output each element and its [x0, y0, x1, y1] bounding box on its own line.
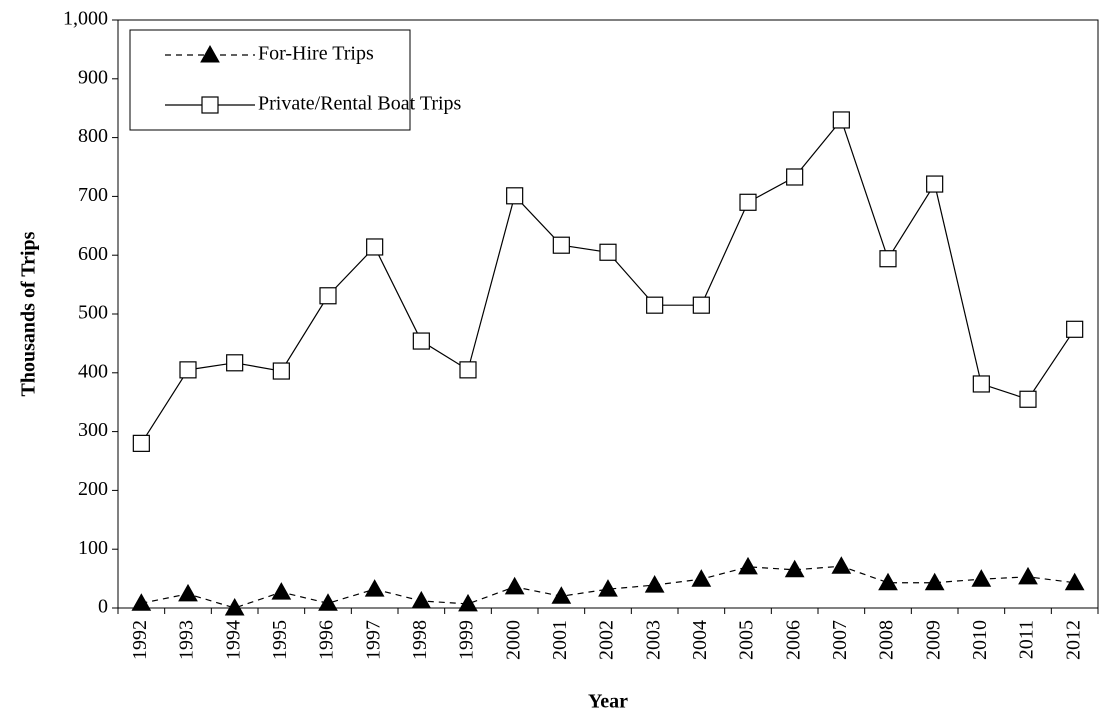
legend-marker [200, 44, 220, 63]
marker [646, 296, 664, 314]
x-tick-label: 2000 [502, 620, 524, 660]
marker [178, 583, 198, 602]
x-tick-label: 2006 [782, 620, 804, 660]
marker [644, 575, 665, 593]
y-tick-label: 800 [78, 125, 108, 147]
x-tick-label: 1995 [269, 620, 291, 660]
marker [1019, 390, 1037, 408]
legend-box [129, 29, 411, 131]
y-tick-label: 300 [78, 419, 108, 441]
marker [458, 593, 478, 612]
marker [179, 361, 197, 379]
marker [879, 250, 897, 268]
x-tick-label: 2004 [689, 620, 711, 660]
x-tick-label: 2001 [549, 620, 571, 660]
x-tick-label: 2007 [829, 620, 851, 660]
marker [972, 375, 990, 393]
y-tick-label: 0 [98, 596, 108, 618]
marker [878, 572, 898, 591]
marker [1066, 320, 1084, 338]
marker [599, 243, 617, 261]
y-tick-label: 500 [78, 302, 108, 324]
marker [691, 569, 712, 587]
marker [692, 296, 710, 314]
x-axis-label: Year [588, 691, 628, 713]
marker [971, 569, 992, 587]
marker [738, 556, 758, 575]
x-tick-label: 2002 [596, 620, 618, 660]
x-tick-label: 1997 [362, 620, 384, 660]
marker [226, 354, 244, 372]
marker [1064, 572, 1085, 591]
marker [832, 111, 850, 129]
y-axis-label: Thousands of Trips [18, 231, 40, 396]
x-tick-label: 2011 [1016, 620, 1038, 659]
y-tick-label: 400 [78, 360, 108, 382]
marker [272, 362, 290, 380]
marker [319, 287, 337, 305]
x-tick-label: 2008 [876, 620, 898, 660]
legend-marker [201, 96, 219, 114]
marker [924, 572, 945, 591]
marker [271, 582, 292, 600]
marker [551, 586, 572, 604]
x-tick-label: 1993 [176, 620, 198, 660]
marker [132, 434, 150, 452]
legend-label: Private/Rental Boat Trips [258, 93, 462, 115]
marker [364, 579, 385, 597]
x-tick-label: 2005 [736, 620, 758, 660]
marker [459, 361, 477, 379]
marker [739, 193, 757, 211]
marker [412, 332, 430, 350]
x-tick-label: 1992 [129, 620, 151, 660]
marker [411, 590, 432, 609]
x-tick-label: 2009 [922, 620, 944, 660]
x-tick-label: 2003 [642, 620, 664, 660]
y-tick-label: 600 [78, 243, 108, 265]
marker [131, 593, 152, 611]
series-line [140, 118, 1076, 444]
marker [318, 593, 338, 611]
marker [598, 579, 618, 597]
x-tick-label: 1999 [456, 620, 478, 660]
y-tick-label: 1,000 [63, 8, 108, 30]
y-tick-label: 100 [78, 537, 108, 559]
x-tick-label: 1998 [409, 620, 431, 660]
marker [1018, 566, 1038, 585]
y-tick-label: 700 [78, 184, 108, 206]
marker [366, 238, 384, 256]
marker [831, 556, 852, 574]
marker [926, 175, 944, 193]
x-tick-label: 1996 [316, 620, 338, 660]
y-tick-label: 900 [78, 66, 108, 88]
x-tick-label: 2012 [1062, 620, 1084, 660]
x-tick-label: 2010 [969, 620, 991, 660]
marker [786, 168, 804, 186]
y-tick-label: 200 [78, 478, 108, 500]
marker [506, 187, 524, 205]
marker [784, 559, 805, 578]
legend-label: For-Hire Trips [258, 43, 374, 65]
marker [552, 236, 570, 254]
marker [504, 576, 525, 595]
x-tick-label: 1994 [222, 620, 244, 660]
marker [224, 597, 245, 616]
